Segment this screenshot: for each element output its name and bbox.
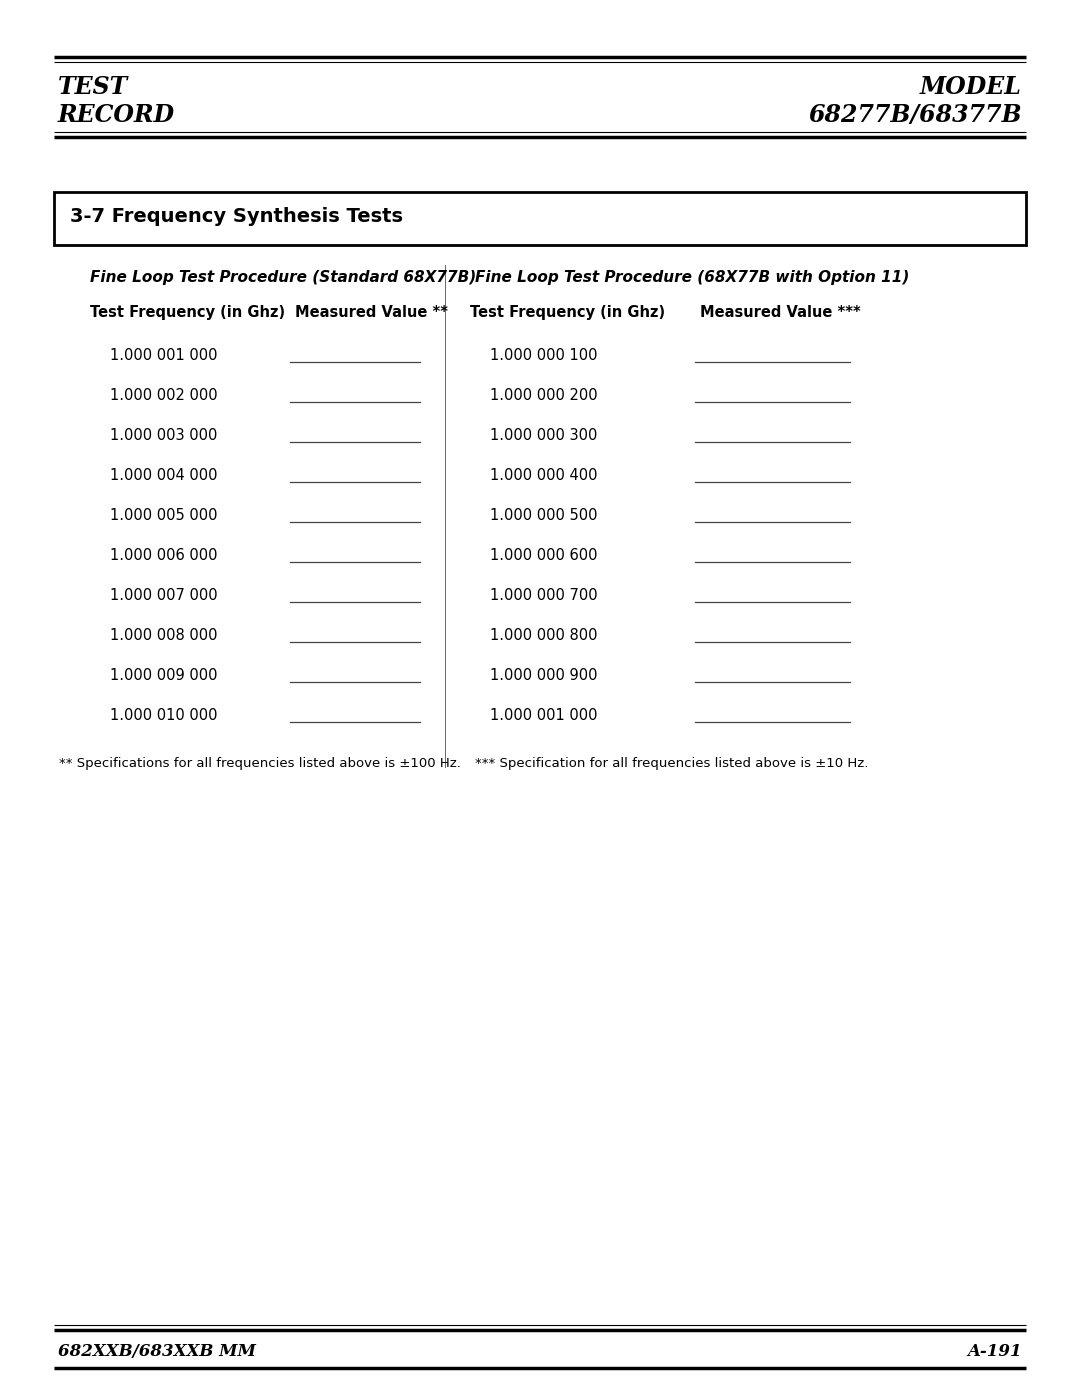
Text: 682XXB/683XXB MM: 682XXB/683XXB MM [58, 1343, 256, 1361]
Text: 1.000 006 000: 1.000 006 000 [110, 548, 217, 563]
Text: 1.000 000 200: 1.000 000 200 [490, 388, 597, 402]
Text: Fine Loop Test Procedure (Standard 68X77B): Fine Loop Test Procedure (Standard 68X77… [90, 270, 476, 285]
Text: Measured Value **: Measured Value ** [295, 305, 448, 320]
Text: 1.000 003 000: 1.000 003 000 [110, 427, 217, 443]
Text: MODEL: MODEL [920, 75, 1022, 99]
Text: ** Specifications for all frequencies listed above is ±100 Hz.: ** Specifications for all frequencies li… [59, 757, 461, 770]
Text: 1.000 000 300: 1.000 000 300 [490, 427, 597, 443]
Text: 3-7 Frequency Synthesis Tests: 3-7 Frequency Synthesis Tests [70, 207, 403, 226]
Text: A-191: A-191 [968, 1343, 1022, 1361]
Text: Fine Loop Test Procedure (68X77B with Option 11): Fine Loop Test Procedure (68X77B with Op… [475, 270, 909, 285]
Text: 1.000 000 100: 1.000 000 100 [490, 348, 597, 363]
Text: 1.000 000 600: 1.000 000 600 [490, 548, 597, 563]
Text: 1.000 000 400: 1.000 000 400 [490, 468, 597, 483]
Text: *** Specification for all frequencies listed above is ±10 Hz.: *** Specification for all frequencies li… [475, 757, 868, 770]
Text: 1.000 000 900: 1.000 000 900 [490, 668, 597, 683]
Bar [54, 191, 1026, 244]
Text: 1.000 004 000: 1.000 004 000 [110, 468, 217, 483]
Text: 68277B/68377B: 68277B/68377B [808, 103, 1022, 127]
Text: Measured Value ***: Measured Value *** [700, 305, 861, 320]
Text: TEST: TEST [58, 75, 129, 99]
Text: 1.000 009 000: 1.000 009 000 [110, 668, 217, 683]
Text: 1.000 000 500: 1.000 000 500 [490, 509, 597, 522]
Text: Test Frequency (in Ghz): Test Frequency (in Ghz) [90, 305, 285, 320]
Text: 1.000 010 000: 1.000 010 000 [110, 708, 217, 724]
Text: 1.000 001 000: 1.000 001 000 [490, 708, 597, 724]
Text: 1.000 000 700: 1.000 000 700 [490, 588, 597, 604]
Text: 1.000 008 000: 1.000 008 000 [110, 629, 217, 643]
Text: 1.000 007 000: 1.000 007 000 [110, 588, 218, 604]
Text: 1.000 001 000: 1.000 001 000 [110, 348, 217, 363]
Text: 1.000 002 000: 1.000 002 000 [110, 388, 218, 402]
Text: RECORD: RECORD [58, 103, 175, 127]
Text: Test Frequency (in Ghz): Test Frequency (in Ghz) [470, 305, 665, 320]
Text: 1.000 005 000: 1.000 005 000 [110, 509, 217, 522]
Text: 1.000 000 800: 1.000 000 800 [490, 629, 597, 643]
